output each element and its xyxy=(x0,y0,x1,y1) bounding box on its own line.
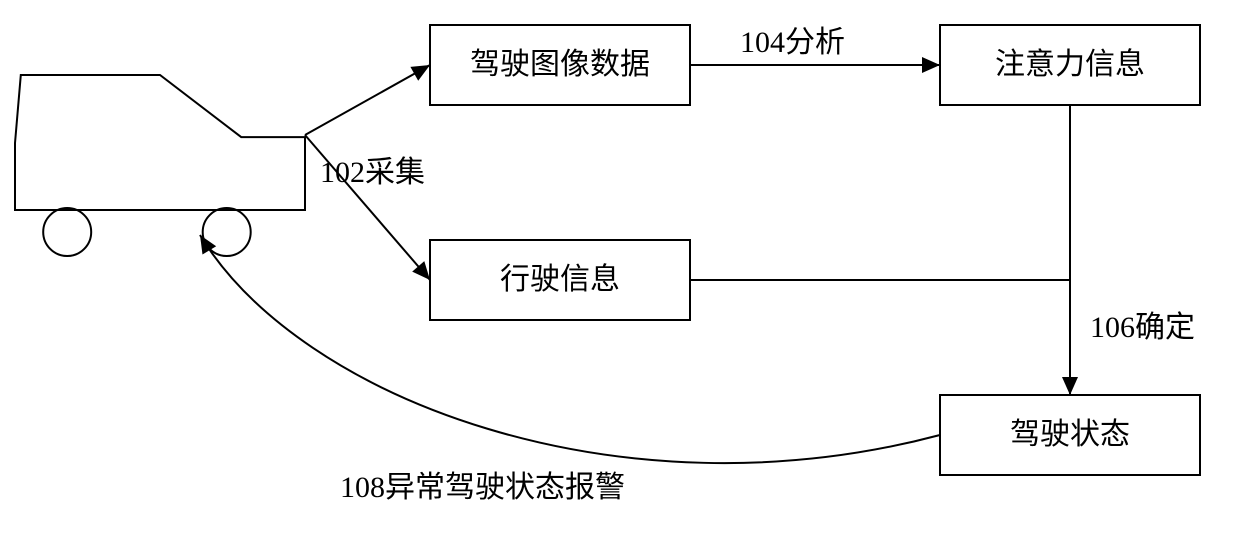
car-wheel-rear xyxy=(43,208,91,256)
arrow-head xyxy=(412,261,430,280)
node-attention-label: 注意力信息 xyxy=(995,48,1145,81)
car-icon xyxy=(15,75,305,210)
edge-label-collect: 102采集 xyxy=(320,156,425,189)
node-drive_info-label: 行驶信息 xyxy=(500,263,620,296)
arrow-head xyxy=(922,57,940,73)
diagram-canvas: 驾驶图像数据 注意力信息行驶信息驾驶状态 102采集 104分析 106确定 108异常驾… xyxy=(0,0,1239,535)
arrow-head xyxy=(410,65,430,81)
edge-label-alarm: 108异常驾驶状态报警 xyxy=(340,471,625,504)
arrow-head xyxy=(1062,377,1078,395)
edge-car-to-img xyxy=(305,65,430,135)
node-img_data-label: 驾驶图像数据 xyxy=(470,48,650,81)
node-state-label: 驾驶状态 xyxy=(1010,418,1130,451)
edge-label-determine: 106确定 xyxy=(1090,311,1195,344)
edge-label-analyze: 104分析 xyxy=(740,26,845,59)
